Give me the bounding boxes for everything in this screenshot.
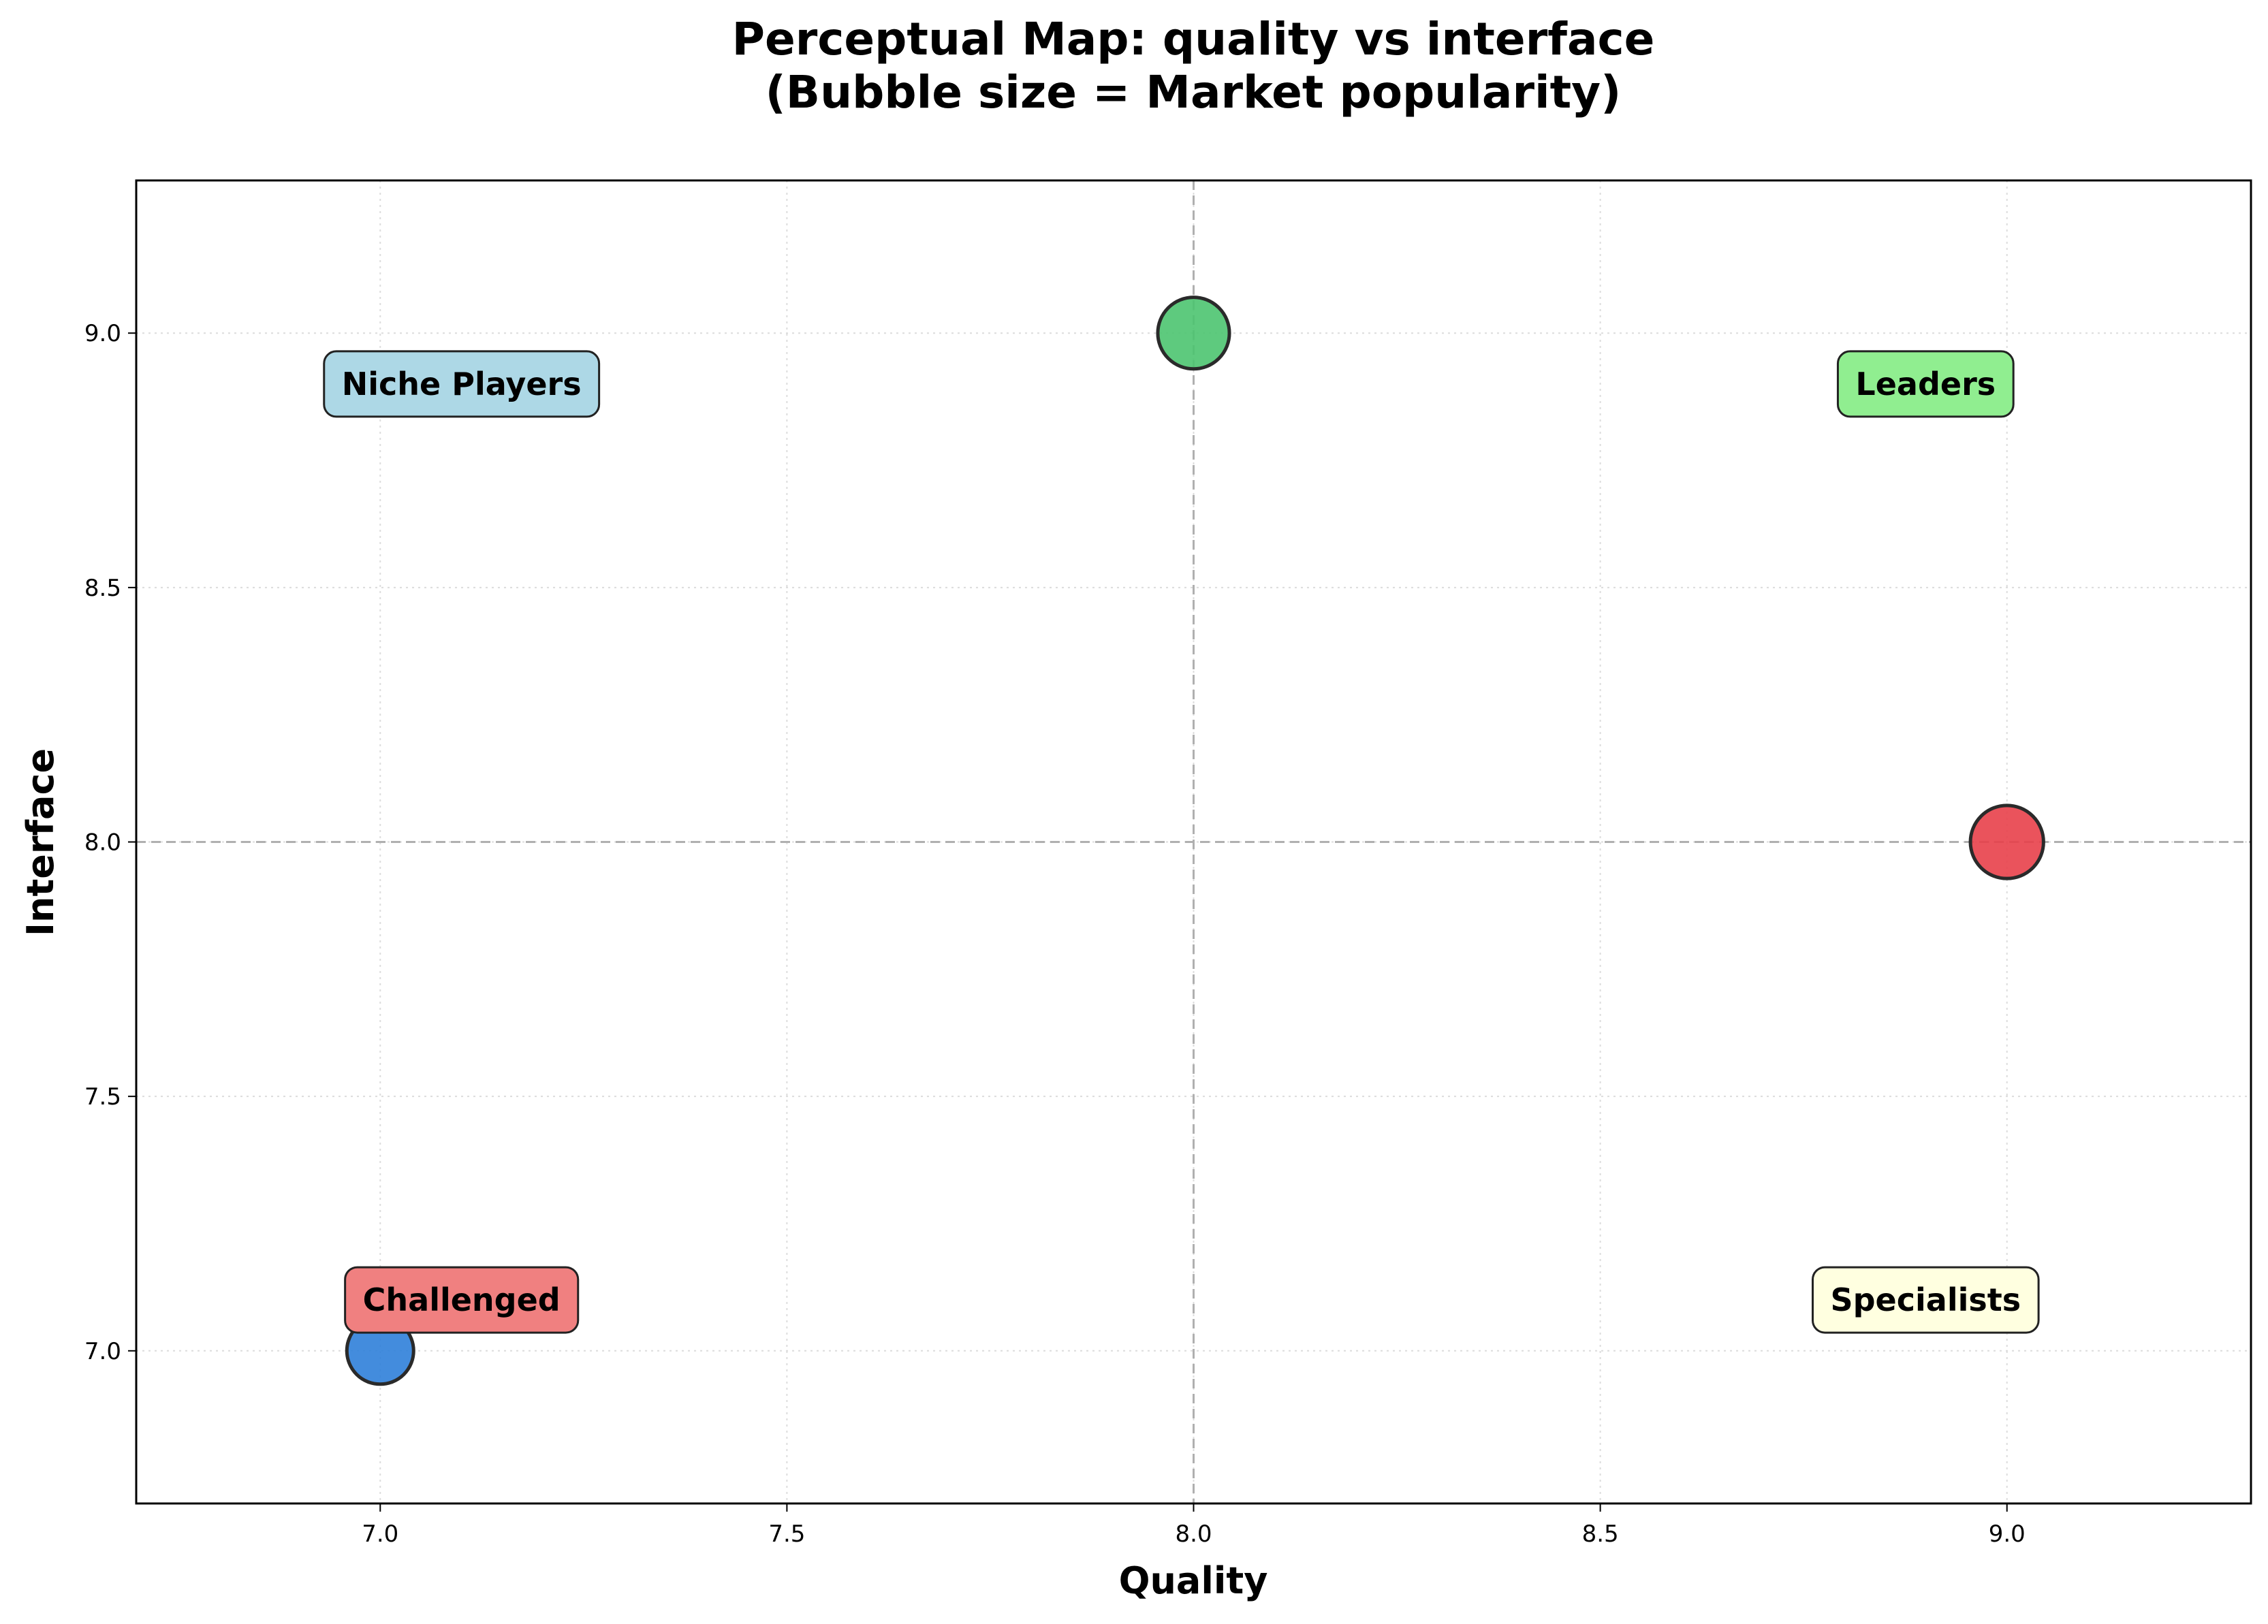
x-tick-label: 8.0: [1175, 1520, 1212, 1548]
x-tick-label: 9.0: [1989, 1520, 2026, 1548]
quadrant-label: Leaders: [1836, 350, 2015, 418]
quadrant-label-text: Challenged: [363, 1281, 561, 1318]
quadrant-label: Niche Players: [323, 350, 601, 418]
y-tick-label: 7.5: [84, 1083, 121, 1111]
x-tick-label: 7.5: [768, 1520, 805, 1548]
quadrant-label-box: [1836, 350, 2015, 418]
quadrant-label-box: [323, 350, 601, 418]
x-axis-ticks: 7.0 7.5 8.0 8.5 9.0: [362, 1503, 2026, 1548]
y-tick-label: 8.0: [84, 829, 121, 857]
x-axis-label: Quality: [1119, 1559, 1268, 1602]
y-axis-ticks: 7.0 7.5 8.0 8.5 9.0: [84, 320, 136, 1365]
quadrant-label-text: Specialists: [1830, 1281, 2021, 1318]
x-tick-label: 7.0: [362, 1520, 398, 1548]
quadrant-label-box: [344, 1266, 580, 1334]
y-tick-label: 8.5: [84, 575, 121, 602]
quadrant-label: Challenged: [344, 1266, 580, 1334]
data-point: [1968, 803, 2045, 880]
x-tick-label: 8.5: [1582, 1520, 1619, 1548]
chart-title-line2: (Bubble size = Market popularity): [766, 66, 1622, 118]
reference-lines: [136, 180, 2251, 1503]
quadrant-label-text: Leaders: [1855, 366, 1996, 402]
data-point: [1156, 296, 1231, 371]
quadrant-labels: Niche Players Leaders Challenged Specialist…: [323, 350, 2040, 1334]
y-tick-label: 7.0: [84, 1338, 121, 1365]
y-axis-label: Interface: [19, 748, 62, 936]
data-points: [345, 296, 2045, 1386]
quadrant-label: Specialists: [1811, 1266, 2040, 1334]
quadrant-label-text: Niche Players: [342, 366, 582, 402]
chart-title-line1: Perceptual Map: quality vs interface: [732, 13, 1655, 65]
y-tick-label: 9.0: [84, 320, 121, 347]
quadrant-label-box: [1811, 1266, 2040, 1334]
